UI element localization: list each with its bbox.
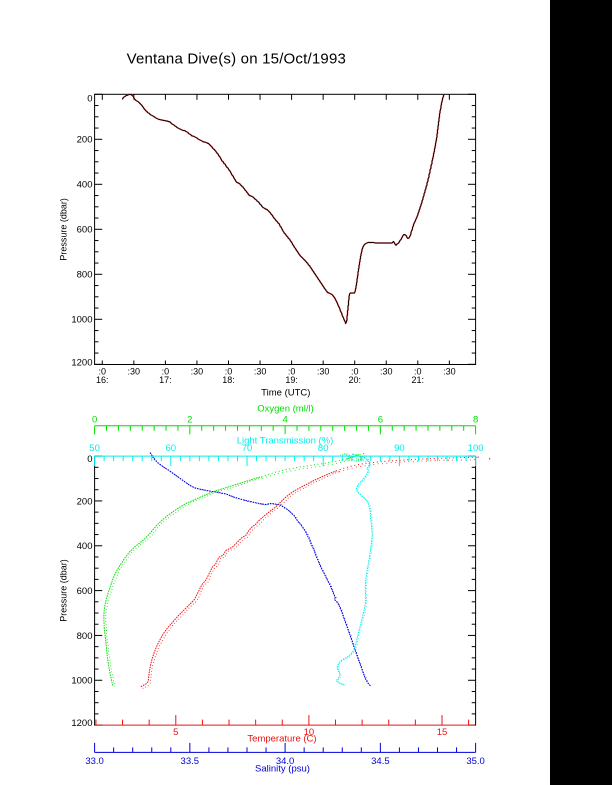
svg-text:1200: 1200 bbox=[71, 718, 92, 729]
svg-text:15: 15 bbox=[437, 727, 448, 738]
svg-text:21:: 21: bbox=[412, 375, 425, 385]
svg-text::0: :0 bbox=[351, 366, 359, 376]
svg-text:6: 6 bbox=[378, 414, 383, 425]
svg-text::0: :0 bbox=[99, 366, 107, 376]
svg-text:33.5: 33.5 bbox=[181, 756, 200, 767]
svg-text:Light Transmission (%): Light Transmission (%) bbox=[237, 436, 334, 447]
svg-text:100: 100 bbox=[468, 443, 484, 454]
svg-text:4: 4 bbox=[282, 414, 287, 425]
svg-text:90: 90 bbox=[394, 443, 405, 454]
svg-text:34.0: 34.0 bbox=[276, 756, 295, 767]
svg-text:800: 800 bbox=[77, 270, 93, 281]
svg-text:Salinity (psu): Salinity (psu) bbox=[255, 763, 310, 774]
svg-text::30: :30 bbox=[317, 366, 330, 376]
svg-text:0: 0 bbox=[87, 454, 92, 465]
svg-text:18:: 18: bbox=[222, 375, 235, 385]
svg-text::30: :30 bbox=[254, 366, 267, 376]
svg-text:8: 8 bbox=[473, 414, 478, 425]
svg-text:1200: 1200 bbox=[71, 357, 92, 368]
svg-text:60: 60 bbox=[166, 443, 177, 454]
svg-text:Temperature (C): Temperature (C) bbox=[247, 733, 316, 744]
svg-text:800: 800 bbox=[77, 631, 93, 642]
svg-text:19:: 19: bbox=[285, 375, 298, 385]
svg-text:Time (UTC): Time (UTC) bbox=[261, 388, 310, 399]
svg-text:33.0: 33.0 bbox=[85, 756, 104, 767]
svg-text:400: 400 bbox=[77, 180, 93, 191]
svg-text::30: :30 bbox=[380, 366, 393, 376]
svg-text:Pressure (dbar): Pressure (dbar) bbox=[59, 559, 69, 622]
svg-text:1000: 1000 bbox=[71, 676, 92, 687]
svg-text:200: 200 bbox=[77, 496, 93, 507]
svg-text::0: :0 bbox=[225, 366, 233, 376]
svg-text:50: 50 bbox=[89, 443, 100, 454]
svg-text:5: 5 bbox=[173, 727, 178, 738]
svg-text::0: :0 bbox=[288, 366, 296, 376]
svg-text:600: 600 bbox=[77, 225, 93, 236]
svg-text:17:: 17: bbox=[159, 375, 172, 385]
svg-text:Ventana Dive(s) on 15/Oct/1993: Ventana Dive(s) on 15/Oct/1993 bbox=[127, 50, 346, 67]
svg-text:35.0: 35.0 bbox=[466, 756, 485, 767]
svg-text:16:: 16: bbox=[96, 375, 109, 385]
svg-text::30: :30 bbox=[443, 366, 456, 376]
svg-text::0: :0 bbox=[162, 366, 170, 376]
svg-text:2: 2 bbox=[187, 414, 192, 425]
svg-text:70: 70 bbox=[242, 443, 253, 454]
svg-text:1000: 1000 bbox=[71, 315, 92, 326]
svg-text:400: 400 bbox=[77, 541, 93, 552]
svg-text::30: :30 bbox=[191, 366, 204, 376]
svg-text:0: 0 bbox=[92, 414, 97, 425]
svg-text:80: 80 bbox=[318, 443, 329, 454]
svg-text:10: 10 bbox=[304, 727, 315, 738]
svg-text:0: 0 bbox=[87, 93, 92, 104]
svg-text:Pressure (dbar): Pressure (dbar) bbox=[59, 198, 69, 261]
svg-text::0: :0 bbox=[414, 366, 422, 376]
svg-text:200: 200 bbox=[77, 135, 93, 146]
svg-text:34.5: 34.5 bbox=[371, 756, 390, 767]
svg-text:600: 600 bbox=[77, 586, 93, 597]
svg-text:Oxygen (ml/l): Oxygen (ml/l) bbox=[257, 404, 313, 415]
svg-text::30: :30 bbox=[128, 366, 141, 376]
svg-text:20:: 20: bbox=[348, 375, 361, 385]
